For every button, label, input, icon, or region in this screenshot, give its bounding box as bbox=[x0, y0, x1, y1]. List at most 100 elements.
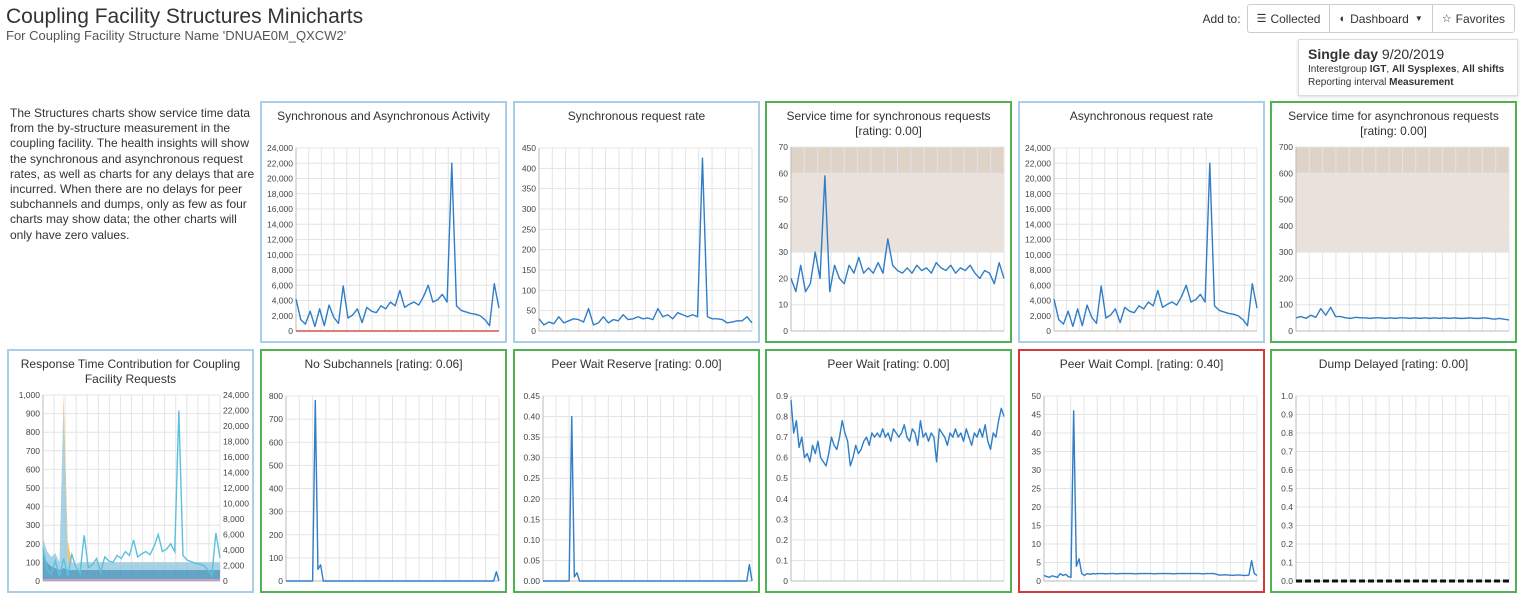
y-tick-label: 0.30 bbox=[523, 453, 540, 463]
y-tick-label: 22,000 bbox=[1025, 158, 1051, 168]
y-tick-label: 0 bbox=[278, 576, 283, 586]
y-tick-label: 50 bbox=[1032, 391, 1042, 401]
chart-panel-peer-wait-compl[interactable]: Peer Wait Compl. [rating: 0.40] 0 5 10 15 20… bbox=[1018, 349, 1265, 593]
y2-tick-label: 16,000 bbox=[223, 452, 249, 462]
y-tick-label: 0.3 bbox=[1281, 521, 1293, 531]
y-tick-label: 12,000 bbox=[1025, 235, 1051, 245]
favorites-button[interactable]: ☆ Favorites bbox=[1431, 4, 1515, 33]
y-tick-label: 0.7 bbox=[776, 432, 788, 442]
y-tick-label: 35 bbox=[1032, 447, 1042, 457]
chart-title-text: Service time for synchronous requests bbox=[786, 109, 991, 123]
chart-panel-no-subchannels[interactable]: No Subchannels [rating: 0.06] 0 100 200 300… bbox=[260, 349, 507, 593]
chart-panel-peer-wait-reserve[interactable]: Peer Wait Reserve [rating: 0.00] 0.00 0.0… bbox=[513, 349, 760, 593]
add-to-label: Add to: bbox=[1202, 11, 1241, 26]
dashboard-dropdown-button[interactable]: ◐ Dashboard ▼ bbox=[1329, 4, 1433, 33]
series-line bbox=[295, 162, 500, 328]
y2-tick-label: 18,000 bbox=[223, 437, 249, 447]
series-line bbox=[790, 400, 1005, 467]
y-tick-label: 0.2 bbox=[776, 535, 788, 545]
chart-panel-service-time-async[interactable]: Service time for asynchronous requests [… bbox=[1270, 101, 1517, 343]
y-tick-label: 100 bbox=[522, 285, 536, 295]
y-tick-label: 25 bbox=[1032, 484, 1042, 494]
y-tick-label: 60 bbox=[779, 168, 789, 178]
y-tick-label: 20,000 bbox=[267, 174, 293, 184]
y-tick-label: 0 bbox=[531, 326, 536, 336]
y2-tick-label: 2,000 bbox=[223, 561, 245, 571]
y2-tick-label: 24,000 bbox=[223, 390, 249, 400]
y-tick-label: 50 bbox=[779, 195, 789, 205]
chart-panel-dump-delayed[interactable]: Dump Delayed [rating: 0.00] 0.0 0.1 0.2 0.3… bbox=[1270, 349, 1517, 593]
favorites-label: Favorites bbox=[1455, 11, 1505, 26]
chart-panel-peer-wait[interactable]: Peer Wait [rating: 0.00] 0 0.1 0.2 0.3 0.4 0.… bbox=[765, 349, 1012, 593]
y-tick-label: 0.4 bbox=[1281, 502, 1293, 512]
y-tick-label: 0.7 bbox=[1281, 447, 1293, 457]
chart-peer-wait-reserve: 0.00 0.05 0.10 0.15 0.20 0.25 0.30 0.35 0.40 0.45 bbox=[523, 391, 753, 586]
report-context-box[interactable]: Single day 9/20/2019 Interestgroup IGT, … bbox=[1298, 39, 1518, 96]
y-tick-label: 0.6 bbox=[1281, 465, 1293, 475]
y-tick-label: 700 bbox=[26, 446, 40, 456]
interestgroup-value: IGT bbox=[1369, 64, 1387, 75]
y-tick-label: 2,000 bbox=[272, 311, 294, 321]
y-tick-label: 0.5 bbox=[776, 473, 788, 483]
chart-title: Synchronous request rate bbox=[567, 109, 706, 123]
y-tick-label: 700 bbox=[269, 414, 283, 424]
y-tick-label: 150 bbox=[522, 265, 536, 275]
chart-sync-async-activity: 0 2,000 4,000 6,000 8,000 10,000 12,000 14,000 1… bbox=[267, 143, 500, 336]
y-tick-label: 20 bbox=[779, 273, 789, 283]
y2-tick-label: 14,000 bbox=[223, 468, 249, 478]
chart-rating: [rating: 0.00] bbox=[1360, 124, 1427, 138]
y-tick-label: 0.05 bbox=[523, 555, 540, 565]
y-tick-label: 0.4 bbox=[776, 494, 788, 504]
y-tick-label: 24,000 bbox=[267, 143, 293, 153]
y-tick-label: 0 bbox=[35, 576, 40, 586]
y-tick-label: 20,000 bbox=[1025, 174, 1051, 184]
y-tick-label: 4,000 bbox=[272, 296, 294, 306]
y-tick-label: 0.25 bbox=[523, 473, 540, 483]
y-tick-label: 450 bbox=[522, 143, 536, 153]
y-tick-label: 500 bbox=[1279, 195, 1293, 205]
y-tick-label: 50 bbox=[527, 306, 537, 316]
y-tick-label: 350 bbox=[522, 184, 536, 194]
caret-down-icon: ▼ bbox=[1414, 14, 1423, 23]
y-tick-label: 200 bbox=[26, 539, 40, 549]
y-tick-label: 8,000 bbox=[1030, 265, 1052, 275]
chart-panel-response-time-contribution[interactable]: Response Time Contribution for Coupling … bbox=[7, 349, 254, 593]
y-tick-label: 14,000 bbox=[1025, 219, 1051, 229]
y-tick-label: 0.40 bbox=[523, 412, 540, 422]
y2-tick-label: 10,000 bbox=[223, 499, 249, 509]
y-tick-label: 800 bbox=[269, 391, 283, 401]
page-subtitle: For Coupling Facility Structure Name 'DN… bbox=[6, 28, 347, 43]
chart-service-time-async: 0 100 200 300 400 500 600 700 bbox=[1279, 142, 1510, 336]
collected-button[interactable]: ☰ Collected bbox=[1246, 4, 1331, 33]
y-tick-label: 700 bbox=[1279, 142, 1293, 152]
y-tick-label: 0 bbox=[783, 326, 788, 336]
y-tick-label: 40 bbox=[1032, 428, 1042, 438]
y-tick-label: 900 bbox=[26, 409, 40, 419]
y-tick-label: 0 bbox=[1036, 576, 1041, 586]
y-tick-label: 18,000 bbox=[267, 189, 293, 199]
chart-panel-service-time-sync[interactable]: Service time for synchronous requests [r… bbox=[765, 101, 1012, 343]
series-line bbox=[1043, 410, 1258, 579]
chart-title: Service time for synchronous requests [r… bbox=[767, 109, 1010, 139]
chart-sync-request-rate: 0 50 100 150 200 250 300 350 400 450 bbox=[522, 143, 753, 336]
day-label: Single day bbox=[1308, 46, 1379, 62]
y-tick-label: 20 bbox=[1032, 502, 1042, 512]
y-tick-label: 10,000 bbox=[1025, 250, 1051, 260]
y-tick-label: 200 bbox=[269, 530, 283, 540]
y-tick-label: 4,000 bbox=[1030, 296, 1052, 306]
chart-panel-sync-async-activity[interactable]: Synchronous and Asynchronous Activity 0 2… bbox=[260, 101, 507, 343]
y-tick-label: 100 bbox=[1279, 300, 1293, 310]
info-sep2: , bbox=[1456, 64, 1462, 75]
y-tick-label: 6,000 bbox=[272, 280, 294, 290]
chart-title-text: Service time for asynchronous requests bbox=[1288, 109, 1499, 123]
chart-peer-wait-compl: 0 5 10 15 20 25 30 35 40 45 50 bbox=[1032, 391, 1258, 586]
chart-panel-sync-request-rate[interactable]: Synchronous request rate 0 50 100 150 200 250… bbox=[513, 101, 760, 343]
y-tick-label: 18,000 bbox=[1025, 189, 1051, 199]
chart-title: Service time for asynchronous requests [… bbox=[1272, 109, 1515, 139]
y-tick-label: 0.9 bbox=[776, 391, 788, 401]
chart-panel-async-request-rate[interactable]: Asynchronous request rate 0 2,000 4,000 6,0… bbox=[1018, 101, 1265, 343]
y-tick-label: 22,000 bbox=[267, 158, 293, 168]
list-icon: ☰ bbox=[1256, 13, 1267, 25]
y-tick-label: 16,000 bbox=[1025, 204, 1051, 214]
series-line bbox=[1295, 306, 1510, 321]
